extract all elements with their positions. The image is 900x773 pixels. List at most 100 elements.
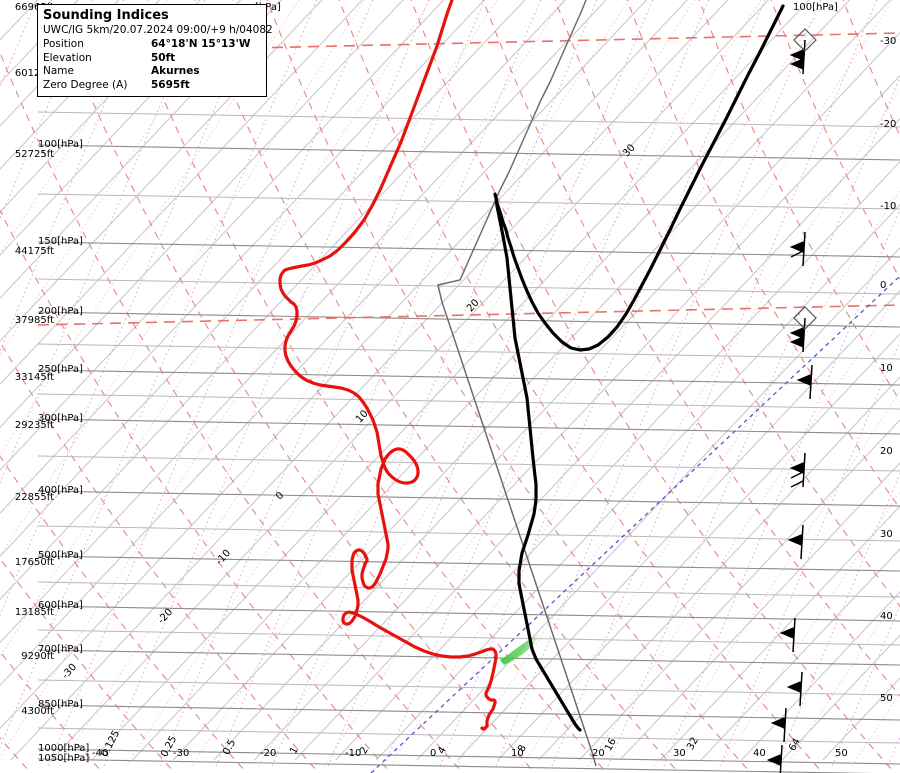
isobar-line-minor xyxy=(37,193,900,210)
isobar-line-minor xyxy=(37,393,900,410)
isotherm-line xyxy=(416,247,900,761)
dry-adiabat-line xyxy=(194,0,680,773)
altitude-label: 44175ft xyxy=(14,246,54,257)
temperature-bottom-label: -30 xyxy=(173,748,190,759)
altitude-label: 13185ft xyxy=(14,607,54,618)
indices-row: Position 64°18'N 15°13'W xyxy=(43,38,261,52)
isotherm-line xyxy=(0,0,445,471)
mixing-ratio-line xyxy=(0,0,206,485)
isotherm-line xyxy=(0,0,364,385)
mixing-ratio-line xyxy=(159,0,486,767)
isotherm-line xyxy=(10,0,729,761)
dry-adiabat-line xyxy=(698,0,900,402)
isobar-line xyxy=(37,704,900,721)
isobar-line xyxy=(37,369,900,386)
indices-row-key: Position xyxy=(43,38,84,50)
indices-row-value: 50ft xyxy=(151,51,176,64)
wind-barb xyxy=(789,28,817,75)
wind-barb xyxy=(766,744,783,773)
pressure-label: 150[hPa] xyxy=(38,236,83,247)
temperature-right-label: 10 xyxy=(880,363,893,374)
pressure-label: 300[hPa] xyxy=(38,413,83,424)
isotherm-line xyxy=(456,290,900,761)
isobar-line xyxy=(37,649,900,666)
dry-adiabat-line xyxy=(50,0,536,773)
mixing-ratio-line xyxy=(0,0,262,617)
wind-barb xyxy=(789,452,806,488)
temperature-bottom-label: 0 xyxy=(430,748,437,759)
mixing-ratio-line xyxy=(0,0,318,749)
pressure-label: 850[hPa] xyxy=(38,699,83,710)
top-pressure-label: 100[hPa] xyxy=(793,2,838,13)
isotherm-line xyxy=(375,203,900,761)
isotherm-line xyxy=(659,505,900,761)
wind-barb xyxy=(779,617,796,653)
wind-barb-column xyxy=(766,28,817,773)
indices-row-value: Akurnes xyxy=(151,65,200,77)
isotherm-line xyxy=(50,0,770,761)
isobar-line xyxy=(37,555,900,572)
temperature-right-label: 50 xyxy=(880,693,893,704)
mixing-ratio-line xyxy=(103,0,430,767)
mixing-ratio-line xyxy=(663,207,900,767)
isobar-line xyxy=(37,748,900,765)
temperature-bottom-label: 40 xyxy=(753,748,766,759)
altitude-label: 22855ft xyxy=(14,492,54,503)
pressure-label: 100[hPa] xyxy=(38,139,83,150)
isotherm-line xyxy=(741,591,900,761)
isotherm-line xyxy=(619,462,900,761)
temperature-curve xyxy=(493,4,785,732)
isobar-line xyxy=(37,241,900,258)
dry-adiabat-line xyxy=(770,0,900,280)
isotherm-line xyxy=(0,0,404,428)
dewpoint-curve xyxy=(278,0,498,731)
dry-adiabat-line xyxy=(338,0,824,773)
parcel-path-line xyxy=(437,0,597,767)
mixing-ratio-line xyxy=(551,0,878,767)
dry-adiabat-line xyxy=(0,209,392,773)
isotherm-line xyxy=(0,0,120,127)
isotherm-line xyxy=(335,160,900,761)
isotherm-line xyxy=(0,0,526,558)
temperature-bottom-label: 30 xyxy=(673,748,686,759)
temperature-bottom-label: -20 xyxy=(260,748,277,759)
isotherm-line xyxy=(132,0,851,761)
temperature-bottom-label: -40 xyxy=(92,748,109,759)
isobar-line xyxy=(37,490,900,507)
dry-adiabat-line xyxy=(626,0,900,510)
wind-barb xyxy=(789,231,806,267)
isotherm-line xyxy=(538,376,900,761)
pressure-label: 200[hPa] xyxy=(38,306,83,317)
indices-subtitle: UWC/IG 5km/20.07.2024 09:00/+9 h/04082 xyxy=(43,24,273,36)
temperature-right-label: 40 xyxy=(880,611,893,622)
isobar-line-minor xyxy=(37,727,900,744)
mixing-ratio-line xyxy=(327,0,654,767)
isobar-line xyxy=(37,605,900,622)
temperature-right-label: -20 xyxy=(880,119,897,130)
isotherm-line xyxy=(0,0,648,687)
indices-row-value: 5695ft xyxy=(151,78,190,91)
temperature-right-label: -10 xyxy=(880,201,897,212)
isobar-line xyxy=(37,311,900,328)
indices-title: Sounding Indices xyxy=(43,8,169,23)
temperature-bottom-label: 10 xyxy=(511,748,524,759)
pressure-label: 400[hPa] xyxy=(38,485,83,496)
isobar-line-minor xyxy=(37,455,900,472)
isobar-line-minor xyxy=(37,343,900,360)
isotherm-line xyxy=(700,548,900,761)
altitude-label: 52725ft xyxy=(14,149,54,160)
indices-row-key: Zero Degree (A) xyxy=(43,78,128,91)
pressure-label: 1000[hPa] xyxy=(38,743,90,754)
isotherm-line xyxy=(0,0,485,515)
temperature-bottom-label: -10 xyxy=(345,748,362,759)
mixing-ratio-line xyxy=(719,340,900,767)
dry-adiabat-line xyxy=(554,0,900,608)
indices-row: Zero Degree (A) 5695ft xyxy=(43,79,261,93)
isotherm-line xyxy=(91,0,810,761)
mixing-ratio-line xyxy=(383,0,710,767)
sounding-indices-box: Sounding Indices UWC/IG 5km/20.07.2024 0… xyxy=(37,4,273,97)
isotherm-line xyxy=(578,419,900,761)
